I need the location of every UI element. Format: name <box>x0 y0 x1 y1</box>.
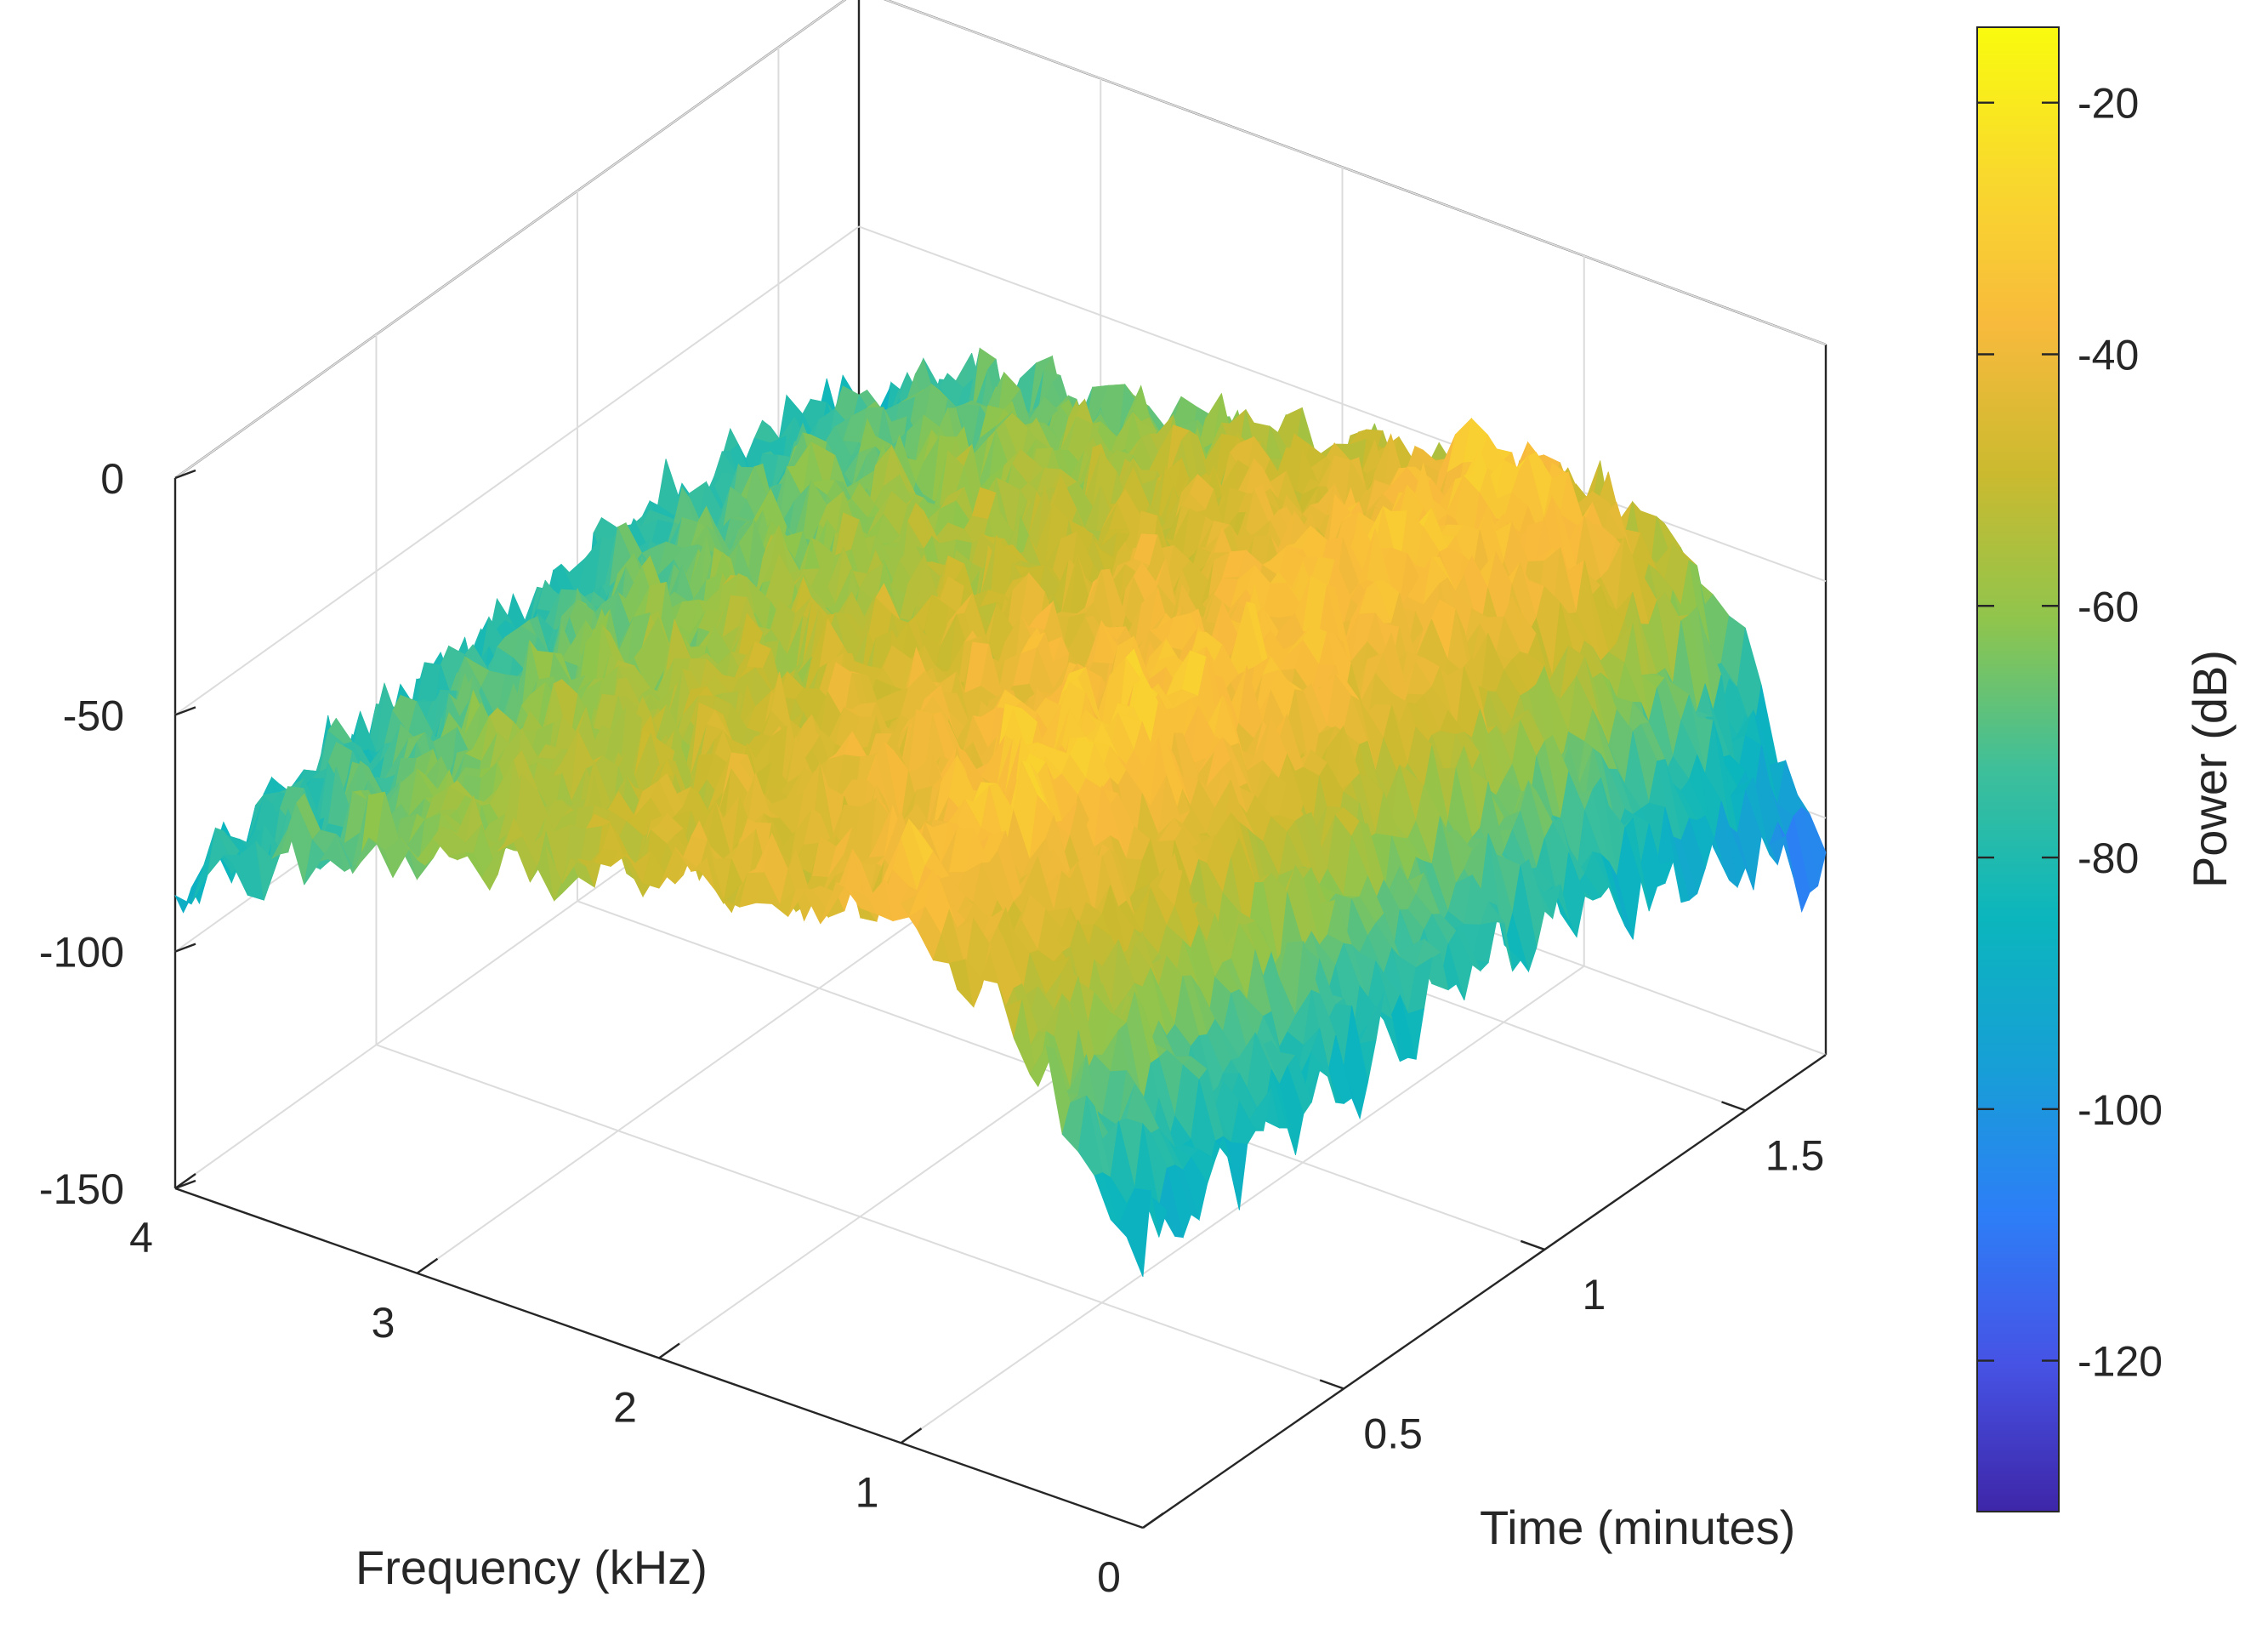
grid-line <box>175 0 859 478</box>
box-edge <box>175 0 859 478</box>
spectrogram-surface <box>175 348 1826 1277</box>
